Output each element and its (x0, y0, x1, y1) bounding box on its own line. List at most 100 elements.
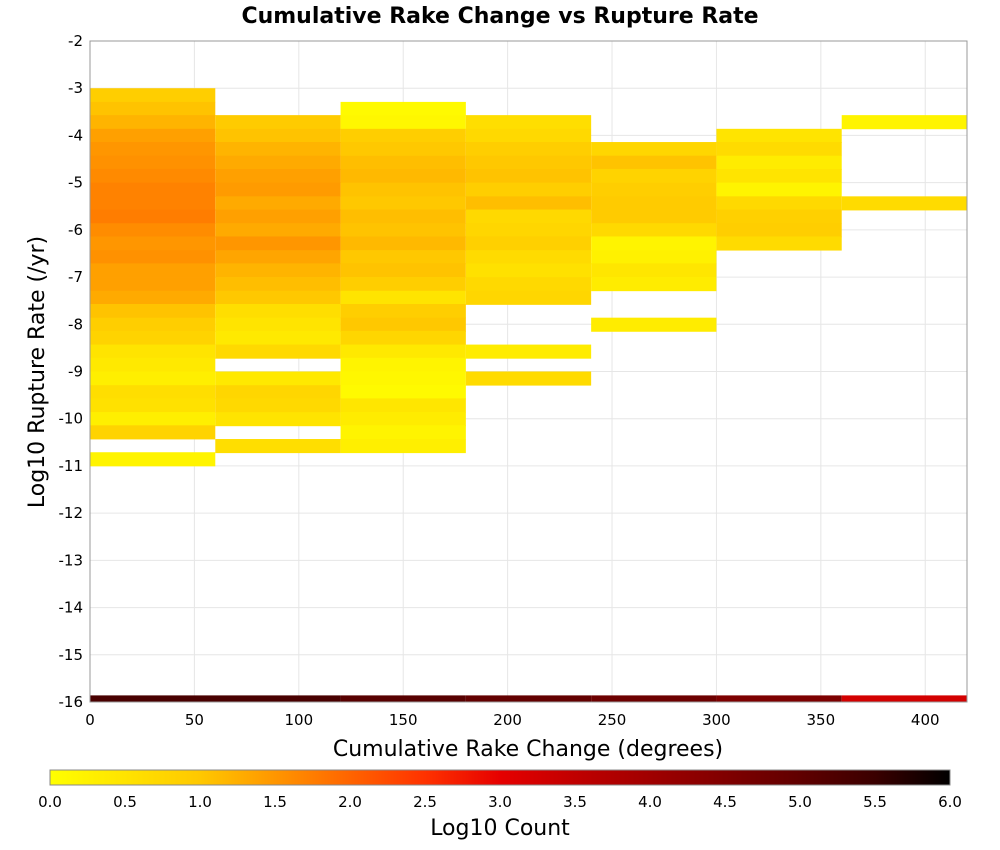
heatmap-cell (90, 128, 216, 143)
heatmap-cell (591, 142, 717, 157)
heatmap-cell (465, 371, 592, 386)
heatmap-cell (90, 223, 216, 238)
colorbar-tick-label: 2.5 (413, 793, 437, 811)
colorbar-tick-label: 3.5 (563, 793, 587, 811)
heatmap-cell (465, 168, 592, 184)
heatmap-cell (716, 236, 842, 251)
heatmap-cell (90, 250, 216, 265)
heatmap-cell (591, 317, 717, 332)
heatmap-cell (841, 695, 967, 702)
heatmap-cell (90, 452, 216, 467)
y-axis-label: Log10 Rupture Rate (/yr) (25, 236, 50, 508)
heatmap-cell (90, 236, 216, 251)
colorbar-tick-label: 6.0 (938, 793, 962, 811)
heatmap-cell (215, 250, 341, 265)
heatmap-cell (215, 115, 341, 130)
heatmap-cell (215, 182, 341, 197)
heatmap-cell (215, 290, 341, 305)
y-tick-label: -11 (59, 457, 84, 475)
heatmap-cell (716, 695, 842, 702)
heatmap-cell (90, 88, 216, 103)
x-tick-label: 300 (702, 711, 731, 729)
heatmap-cell (90, 263, 216, 278)
heatmap-cell (215, 412, 341, 427)
y-tick-label: -6 (68, 221, 83, 239)
x-tick-label: 350 (807, 711, 836, 729)
colorbar-tick-label: 1.5 (263, 793, 287, 811)
heatmap-cell (90, 695, 341, 702)
heatmap-cell (340, 317, 466, 332)
heatmap-cell (465, 263, 592, 278)
heatmap-cell (340, 695, 466, 702)
colorbar-tick-label: 2.0 (338, 793, 362, 811)
heatmap-cell (841, 115, 967, 130)
heatmap-cell (90, 425, 216, 440)
heatmap-cell (340, 101, 466, 116)
heatmap-cell (591, 209, 717, 224)
x-tick-label: 200 (493, 711, 522, 729)
y-tick-label: -7 (68, 268, 83, 286)
heatmap-cell (90, 412, 216, 427)
heatmap-cell (340, 115, 466, 130)
heatmap-cell (215, 371, 341, 386)
heatmap-cell (90, 115, 216, 130)
heatmap-cell (340, 196, 466, 211)
heatmap-cell (591, 168, 717, 184)
heatmap-cell (465, 142, 592, 157)
heatmap-cell (465, 209, 592, 224)
colorbar-tick-label: 0.0 (38, 793, 62, 811)
colorbar-tick-label: 1.0 (188, 793, 212, 811)
colorbar-tick-label: 0.5 (113, 793, 137, 811)
heatmap-cell (340, 155, 466, 170)
heatmap-cell (90, 168, 216, 184)
heatmap-cell (340, 168, 466, 184)
y-tick-label: -9 (68, 363, 83, 381)
heatmap-cell (90, 357, 216, 372)
heatmap-cell (215, 128, 341, 143)
y-tick-label: -16 (59, 693, 84, 711)
heatmap-cell (215, 142, 341, 157)
y-tick-label: -14 (59, 599, 84, 617)
plot-border (89, 40, 968, 703)
heatmap-cell (591, 236, 717, 251)
y-tick-label: -4 (68, 126, 83, 144)
heatmap-cell (465, 236, 592, 251)
heatmap-cell (215, 168, 341, 184)
y-tick-label: -5 (68, 174, 83, 192)
heatmap-cell (215, 317, 341, 332)
colorbar-tick-label: 5.5 (863, 793, 887, 811)
heatmap-cell (340, 142, 466, 157)
heatmap-cell (215, 155, 341, 170)
heatmap-cell (90, 101, 216, 116)
y-tick-label: -10 (59, 410, 84, 428)
heatmap-cell (215, 209, 341, 224)
heatmap-cell (340, 303, 466, 319)
x-tick-label: 0 (85, 711, 95, 729)
heatmap-cell (340, 398, 466, 413)
y-tick-label: -3 (68, 79, 83, 97)
heatmap-cell (215, 263, 341, 278)
heatmap-cell (340, 236, 466, 251)
heatmap-cell (340, 385, 466, 400)
heatmap-cell (465, 277, 592, 292)
heatmap-cell (465, 223, 592, 238)
heatmap-cell (90, 303, 216, 319)
heatmap-cell (465, 695, 592, 702)
x-tick-label: 100 (284, 711, 313, 729)
heatmap-cell (90, 209, 216, 224)
heatmap-cell (340, 357, 466, 372)
y-tick-label: -12 (59, 504, 84, 522)
heatmap-cell (716, 155, 842, 170)
colorbar-tick-label: 4.5 (713, 793, 737, 811)
heatmap-cell (465, 290, 592, 305)
heatmap-cell (340, 425, 466, 440)
heatmap-cell (340, 371, 466, 386)
heatmap-cell (215, 303, 341, 319)
heatmap-cell (465, 250, 592, 265)
heatmap-cell (215, 223, 341, 238)
heatmap-cell (716, 223, 842, 238)
heatmap-cell (90, 385, 216, 400)
heatmap-cell (340, 330, 466, 345)
heatmap-cell (716, 182, 842, 197)
heatmap-cell (465, 196, 592, 211)
